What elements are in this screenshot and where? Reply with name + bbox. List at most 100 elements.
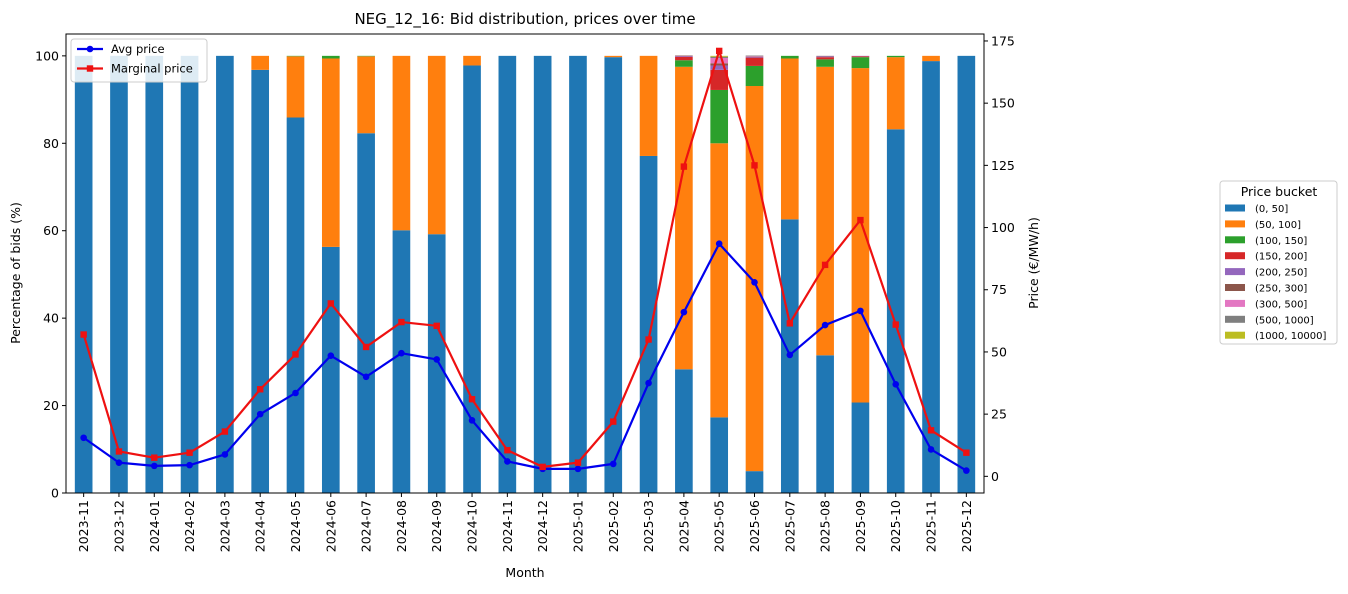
line-0-point [398, 350, 405, 357]
line-0-point [610, 461, 617, 468]
line-0-point [645, 380, 652, 387]
line-0-point [751, 279, 758, 286]
line-0-point [151, 463, 158, 470]
line-1-point [469, 396, 475, 402]
line-1-point [222, 428, 228, 434]
bar-2025-05-bucket-6 [710, 58, 728, 63]
x-tick-label: 2023-11 [76, 500, 91, 552]
chart-title: NEG_12_16: Bid distribution, prices over… [354, 10, 695, 29]
bar-2025-08-bucket-0 [816, 355, 834, 493]
line-1-point [292, 351, 298, 357]
line-1-point [822, 262, 828, 268]
x-tick-label: 2025-05 [712, 500, 727, 552]
y2-tick-label: 25 [991, 407, 1007, 422]
bar-2024-10-bucket-1 [463, 56, 481, 66]
price-bucket-legend: Price bucket (0, 50](50, 100](100, 150](… [1220, 181, 1337, 344]
bar-2025-10-bucket-2 [887, 56, 905, 57]
x-tick-label: 2024-09 [429, 500, 444, 552]
y-tick-label: 80 [43, 136, 59, 151]
bar-2023-11-bucket-0 [75, 56, 93, 493]
line-0-point [504, 458, 511, 465]
line-1-point [539, 464, 545, 470]
bar-2025-06-bucket-4 [746, 57, 764, 58]
bar-2025-07-bucket-1 [781, 58, 799, 219]
x-tick-label: 2024-10 [465, 500, 480, 552]
line-1-point [116, 448, 122, 454]
bucket-legend-swatch [1225, 300, 1245, 307]
bar-2025-05-bucket-2 [710, 90, 728, 143]
line-legend-label: Avg price [111, 42, 165, 56]
bar-2025-09-bucket-3 [852, 56, 870, 57]
x-tick-label: 2023-12 [111, 500, 126, 552]
bar-2025-06-bucket-2 [746, 66, 764, 86]
y2-tick-label: 150 [991, 96, 1015, 111]
bar-2025-05-bucket-0 [710, 417, 728, 493]
bar-2025-05-bucket-7 [710, 57, 728, 58]
x-tick-label: 2024-03 [217, 500, 232, 552]
x-tick-label: 2024-04 [253, 500, 268, 552]
bar-2024-12-bucket-0 [534, 56, 552, 493]
bar-2025-09-bucket-2 [852, 57, 870, 68]
bar-2025-09-bucket-0 [852, 403, 870, 493]
line-1-point [681, 163, 687, 169]
bucket-legend-swatch [1225, 284, 1245, 291]
bar-2025-04-bucket-0 [675, 369, 693, 493]
bar-2025-10-bucket-1 [887, 57, 905, 129]
bucket-legend-label: (200, 250] [1255, 268, 1307, 279]
bucket-legend-label: (50, 100] [1255, 220, 1301, 231]
bars-layer [75, 55, 975, 493]
bar-2025-08-bucket-2 [816, 59, 834, 66]
bar-2025-04-bucket-2 [675, 60, 693, 67]
bar-2024-06-bucket-2 [322, 56, 340, 59]
bar-2024-05-bucket-0 [287, 117, 305, 493]
bucket-legend-label: (150, 200] [1255, 252, 1307, 263]
bar-2025-05-bucket-8 [710, 56, 728, 57]
line-1-point [398, 319, 404, 325]
bucket-legend-label: (250, 300] [1255, 284, 1307, 295]
bucket-legend-swatch [1225, 316, 1245, 323]
line-1-point [257, 386, 263, 392]
line-0-point [892, 381, 899, 388]
line-1-point [328, 300, 334, 306]
bar-2025-08-bucket-1 [816, 67, 834, 356]
line-1-point [716, 48, 722, 54]
line-1-point [434, 323, 440, 329]
y-axis-label: Percentage of bids (%) [8, 202, 23, 344]
line-0-point [80, 434, 87, 441]
x-tick-label: 2025-06 [747, 500, 762, 552]
line-1-point [504, 447, 510, 453]
bucket-legend-label: (1000, 10000] [1255, 331, 1327, 342]
bar-2025-04-bucket-3 [675, 57, 693, 60]
line-1-point [186, 449, 192, 455]
x-tick-label: 2025-03 [641, 500, 656, 552]
bar-2024-07-bucket-0 [357, 133, 375, 493]
bar-2024-08-bucket-1 [393, 56, 411, 230]
bucket-legend-label: (100, 150] [1255, 236, 1307, 247]
line-0-point [186, 462, 193, 469]
bucket-legend-label: (300, 500] [1255, 299, 1307, 310]
bucket-legend-swatch [1225, 236, 1245, 243]
bar-2025-08-bucket-4 [816, 56, 834, 57]
bar-2024-07-bucket-1 [357, 56, 375, 133]
line-1-point [151, 454, 157, 460]
bar-2025-10-bucket-0 [887, 129, 905, 493]
line-0-point [822, 322, 829, 329]
bucket-legend-swatch [1225, 332, 1245, 339]
line-legend-marker [87, 65, 93, 71]
x-tick-label: 2025-01 [570, 500, 585, 552]
y-tick-label: 40 [43, 311, 59, 326]
bar-2024-08-bucket-0 [393, 230, 411, 493]
bucket-legend-label: (0, 50] [1255, 204, 1288, 215]
bucket-legend-swatch [1225, 252, 1245, 259]
x-tick-label: 2025-02 [606, 500, 621, 552]
bar-2025-03-bucket-1 [640, 56, 658, 156]
x-tick-label: 2025-11 [924, 500, 939, 552]
plot-frame [66, 34, 984, 493]
line-legend-label: Marginal price [111, 62, 193, 76]
bar-2024-06-bucket-0 [322, 247, 340, 493]
line-0-point [787, 352, 794, 359]
line-0-point [469, 417, 476, 424]
bar-2024-02-bucket-0 [181, 56, 199, 493]
line-0-point [857, 308, 864, 315]
